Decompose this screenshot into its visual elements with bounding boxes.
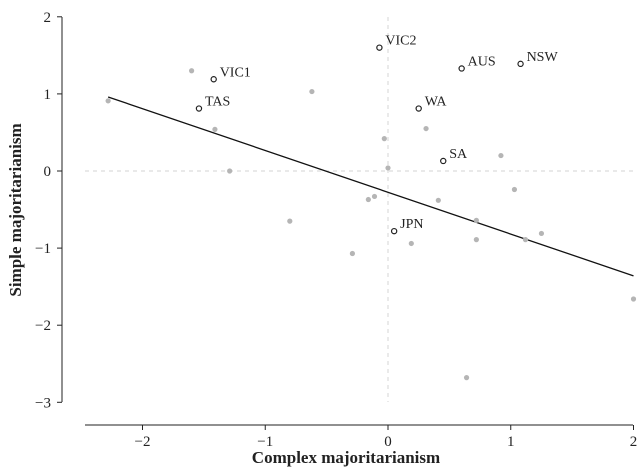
data-point <box>371 193 378 200</box>
data-point <box>227 168 233 174</box>
data-point <box>435 197 441 203</box>
point-label: JPN <box>400 217 423 232</box>
labeled-point <box>376 44 383 51</box>
y-tick-label: −3 <box>35 395 51 411</box>
labeled-point <box>195 105 203 112</box>
data-point <box>498 152 504 159</box>
ticks: −2 −1 0 1 2 −3 −2 −1 0 1 2 <box>35 10 637 450</box>
data-point <box>105 98 111 104</box>
data-point <box>423 125 429 132</box>
data-point <box>630 296 637 302</box>
labeled-point <box>415 105 422 112</box>
data-point <box>511 186 518 193</box>
point-label: SA <box>449 147 468 162</box>
y-tick-label: −1 <box>35 241 51 257</box>
data-point <box>189 68 195 74</box>
point-label: VIC2 <box>385 34 416 49</box>
data-point <box>309 88 315 95</box>
points <box>105 44 637 381</box>
x-tick-label: −1 <box>257 434 273 450</box>
point-label: VIC1 <box>220 65 251 80</box>
data-point <box>538 230 545 237</box>
labeled-point <box>390 227 398 235</box>
point-labels: VIC2 VIC1 TAS AUS NSW WA SA JPN <box>205 34 559 232</box>
reference-lines <box>85 17 633 402</box>
point-label: AUS <box>468 54 496 69</box>
data-point <box>385 165 391 171</box>
data-point <box>473 217 479 223</box>
y-tick-label: 0 <box>44 164 52 180</box>
point-label: NSW <box>527 50 559 65</box>
data-point <box>381 136 387 142</box>
y-axis-title: Simple majoritarianism <box>6 123 25 296</box>
labeled-point <box>458 65 465 72</box>
labeled-point <box>440 157 447 165</box>
data-point <box>463 375 470 381</box>
data-point <box>365 196 371 203</box>
x-tick-label: −2 <box>135 434 151 450</box>
data-point <box>408 240 414 247</box>
point-label: TAS <box>205 95 230 110</box>
x-tick-label: 2 <box>630 434 637 450</box>
labeled-point <box>210 76 217 83</box>
x-tick-label: 1 <box>507 434 515 450</box>
data-point <box>349 250 356 257</box>
point-label: WA <box>425 95 448 110</box>
data-point <box>473 237 479 243</box>
x-tick-label: 0 <box>384 434 392 450</box>
data-point <box>522 237 529 243</box>
fit-line-layer <box>107 96 634 277</box>
axes <box>61 17 633 426</box>
data-point <box>212 126 218 132</box>
x-axis-title: Complex majoritarianism <box>252 448 440 467</box>
data-point <box>287 218 293 224</box>
regression-line <box>107 96 634 277</box>
y-tick-label: 1 <box>44 87 52 103</box>
y-tick-label: 2 <box>44 10 52 26</box>
y-tick-label: −2 <box>35 318 51 334</box>
labeled-point <box>517 60 524 68</box>
